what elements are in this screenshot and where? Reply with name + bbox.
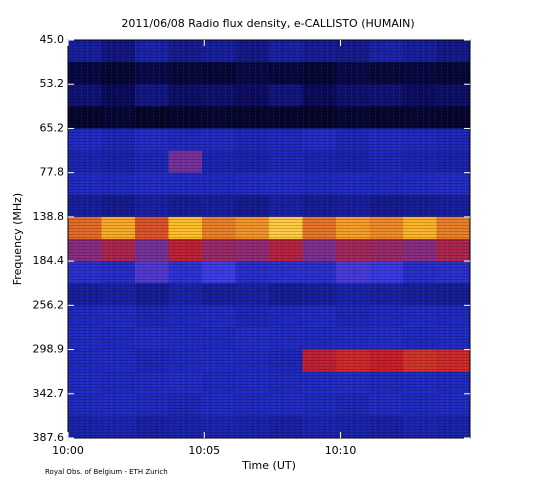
x-tick-label: 10:10	[325, 444, 357, 457]
x-tick-label: 10:05	[188, 444, 220, 457]
y-axis-label: Frequency (MHz)	[11, 193, 24, 285]
x-tick-label: 10:00	[52, 444, 84, 457]
texture	[68, 40, 470, 438]
y-tick-label: 387.6	[33, 431, 65, 444]
y-tick-label: 184.4	[33, 254, 65, 267]
y-tick-label: 77.8	[40, 166, 65, 179]
y-tick-label: 45.0	[40, 33, 65, 46]
y-tick-label: 65.2	[40, 121, 65, 134]
credit: Royal Obs. of Belgium - ETH Zurich	[45, 468, 168, 476]
y-tick-label: 342.7	[33, 387, 65, 400]
plot-frame	[67, 39, 471, 439]
chart-title: 2011/06/08 Radio flux density, e-CALLIST…	[121, 17, 414, 30]
y-tick-label: 256.2	[33, 298, 65, 311]
y-tick-label: 298.9	[33, 343, 65, 356]
x-axis-label: Time (UT)	[241, 459, 296, 472]
y-tick-label: 138.8	[33, 210, 65, 223]
y-tick-label: 53.2	[40, 77, 65, 90]
